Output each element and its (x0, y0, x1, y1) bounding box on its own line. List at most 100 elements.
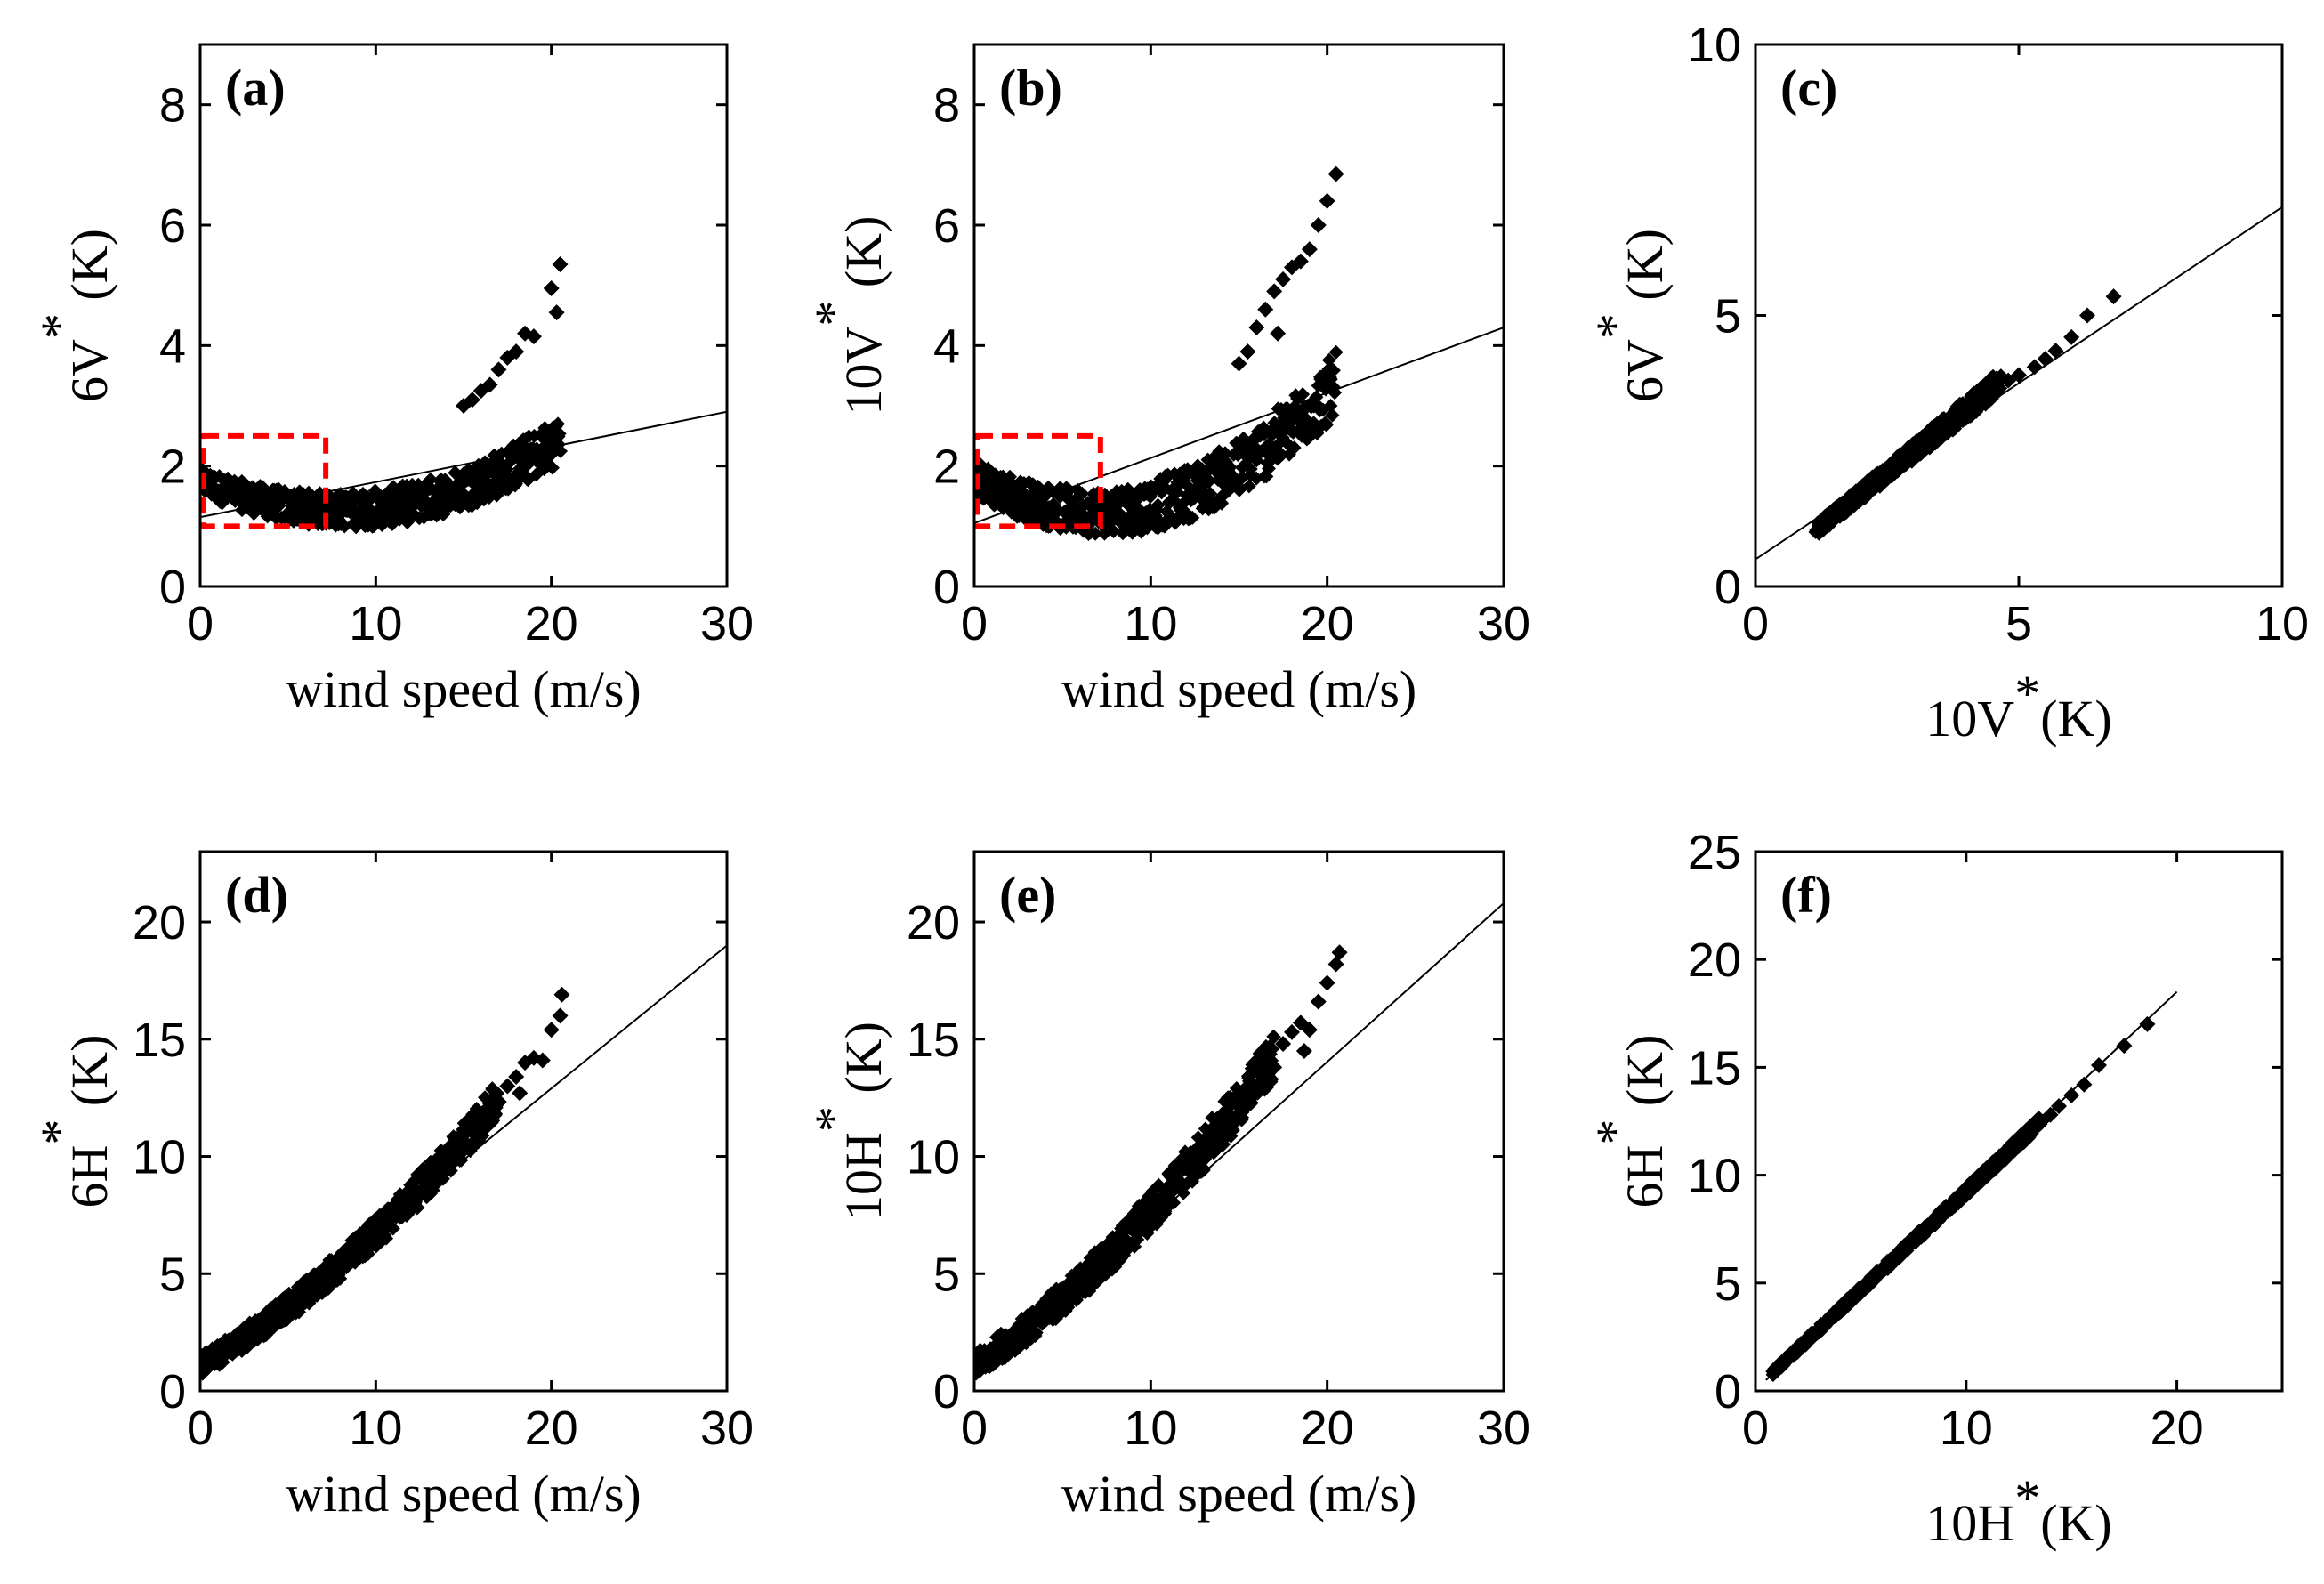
y-tick-label: 4 (933, 319, 960, 373)
data-point (464, 1119, 480, 1136)
data-point (1196, 1161, 1211, 1176)
data-point (1327, 166, 1344, 182)
data-point (1301, 1022, 1318, 1038)
panel-c: 0 5 10 0 5 10 (c) 10V*(K) 6V* (K) (1586, 19, 2309, 748)
data-point (410, 1200, 425, 1215)
data-point (1270, 325, 1287, 342)
data-point (1295, 1042, 1312, 1059)
data-point (385, 1221, 400, 1236)
data-point (2011, 367, 2027, 384)
data-point (2063, 1087, 2080, 1103)
data-point (1323, 398, 1338, 413)
x-tick-label: 20 (525, 597, 578, 651)
data-point (1993, 381, 2008, 396)
y-tick-label: 5 (933, 1248, 960, 1301)
x-tick-label: 0 (961, 1402, 988, 1455)
y-tick-label: 8 (159, 79, 186, 133)
data-point (1265, 1041, 1280, 1056)
data-point (1327, 956, 1344, 973)
data-point (508, 1068, 525, 1085)
y-tick-label: 20 (133, 896, 186, 950)
data-point (1217, 446, 1232, 461)
plot-frame (1754, 850, 2284, 1393)
panel-f: 0 10 20 0 5 10 15 20 25 (f) 10H*(K) 6H* (K) (1586, 826, 2284, 1552)
y-tick-label: 15 (133, 1014, 186, 1067)
data-point (1266, 283, 1283, 300)
data-point (1295, 387, 1311, 402)
data-point (551, 416, 566, 432)
y-tick-label: 0 (1715, 1365, 1741, 1418)
data-point (1231, 355, 1247, 372)
data-point (1257, 1073, 1274, 1090)
data-point (1203, 486, 1218, 501)
x-tick-label: 10 (349, 597, 402, 651)
y-tick-label: 5 (1715, 1257, 1741, 1311)
y-tick-label: 15 (1688, 1041, 1741, 1095)
x-tick-label: 0 (1742, 1402, 1769, 1455)
scatter-points (1765, 990, 2178, 1383)
data-point (1150, 497, 1166, 513)
data-point (1275, 1036, 1292, 1053)
x-tick-label: 30 (700, 597, 754, 651)
panel-label: (c) (1780, 59, 1837, 117)
x-tick-label: 10 (349, 1402, 402, 1455)
data-point (1266, 1030, 1281, 1045)
data-point (543, 1022, 560, 1038)
plot-frame (198, 43, 729, 588)
y-tick-label: 0 (159, 561, 186, 614)
x-tick-label: 10 (1124, 597, 1177, 651)
data-point (1284, 1023, 1300, 1040)
data-point (548, 304, 565, 321)
data-point (545, 460, 560, 475)
x-tick-label: 30 (700, 1402, 754, 1455)
data-point (1088, 526, 1103, 541)
y-tick-label: 0 (933, 561, 960, 614)
panel-label: (a) (225, 59, 286, 117)
x-tick-label: 0 (961, 597, 988, 651)
x-axis-label: 10H*(K) (1925, 1469, 2111, 1552)
y-tick-label: 20 (1688, 933, 1741, 987)
data-point (1326, 363, 1341, 378)
y-tick-label: 0 (1715, 561, 1741, 614)
fit-line (200, 410, 727, 519)
x-axis-label: wind speed (m/s) (1061, 1465, 1417, 1523)
highlight-box (200, 432, 329, 529)
y-tick-label: 2 (933, 440, 960, 494)
y-axis-label: 10H* (K) (804, 1022, 892, 1221)
data-point (1331, 944, 1348, 961)
data-point (552, 255, 569, 272)
data-point (1069, 1293, 1084, 1308)
data-point (1106, 524, 1121, 539)
data-point (2042, 1106, 2059, 1123)
y-axis-label: 6V* (K) (30, 229, 118, 402)
data-point (1325, 408, 1340, 423)
data-point (1029, 1325, 1044, 1340)
x-tick-label: 20 (525, 1402, 578, 1455)
x-tick-label: 5 (2005, 597, 2032, 651)
data-point (1185, 510, 1200, 525)
y-tick-label: 20 (907, 896, 960, 950)
y-tick-label: 4 (159, 319, 186, 373)
data-point (490, 361, 507, 378)
data-point (1319, 417, 1334, 432)
highlight-box (974, 432, 1103, 529)
y-axis-label: 10V* (K) (804, 216, 892, 416)
x-tick-label: 0 (187, 1402, 214, 1455)
fit-line (1755, 206, 2282, 561)
panel-label: (d) (225, 866, 288, 924)
y-tick-label: 8 (933, 79, 960, 133)
fit-line (200, 944, 727, 1376)
data-point (525, 328, 542, 345)
y-tick-label: 10 (133, 1131, 186, 1184)
x-tick-label: 10 (1124, 1402, 1177, 1455)
data-point (379, 1231, 394, 1246)
x-tick-label: 20 (1301, 597, 1354, 651)
panel-label: (f) (1780, 866, 1832, 924)
data-point (1257, 301, 1274, 318)
data-point (2116, 1038, 2133, 1055)
data-point (1239, 343, 1256, 360)
fit-line (1765, 990, 2178, 1381)
x-tick-label: 20 (2151, 1402, 2204, 1455)
y-tick-label: 0 (159, 1365, 186, 1418)
